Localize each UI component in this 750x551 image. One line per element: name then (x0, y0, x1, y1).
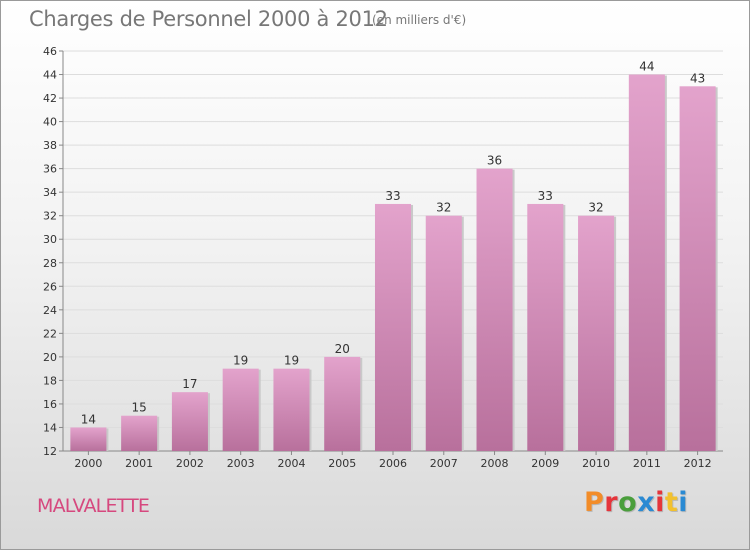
data-label: 17 (182, 377, 197, 391)
bar (121, 415, 158, 451)
x-tick-label: 2009 (531, 457, 559, 470)
y-tick-label: 34 (43, 186, 57, 199)
y-tick-label: 28 (43, 257, 57, 270)
x-tick-label: 2011 (633, 457, 661, 470)
logo-letter: i (655, 487, 665, 518)
bar (425, 215, 462, 451)
y-tick-label: 32 (43, 210, 57, 223)
y-tick-label: 24 (43, 304, 57, 317)
x-tick-label: 2006 (379, 457, 407, 470)
data-label: 32 (588, 201, 603, 215)
data-label: 33 (538, 189, 553, 203)
y-tick-label: 20 (43, 351, 57, 364)
bar (70, 427, 107, 451)
x-tick-label: 2007 (430, 457, 458, 470)
bars (70, 74, 718, 451)
chart-title: Charges de Personnel 2000 à 2012 (29, 7, 388, 31)
y-tick-label: 22 (43, 327, 57, 340)
bar (679, 86, 716, 451)
commune-name: MALVALETTE (37, 495, 150, 517)
proxiti-logo[interactable]: Proxiti (584, 487, 688, 518)
bar (374, 203, 412, 451)
y-tick-label: 26 (43, 280, 57, 293)
bar (628, 74, 665, 451)
logo-letter: x (637, 487, 656, 518)
logo-letter: r (604, 487, 619, 518)
bar (527, 203, 564, 451)
x-tick-label: 2008 (481, 457, 509, 470)
x-tick-label: 2012 (684, 457, 712, 470)
data-label: 32 (436, 201, 451, 215)
data-label: 33 (385, 189, 400, 203)
x-tick-label: 2005 (328, 457, 356, 470)
y-tick-label: 30 (43, 233, 57, 246)
data-label: 19 (284, 354, 299, 368)
data-label: 19 (233, 354, 248, 368)
y-tick-label: 42 (43, 92, 57, 105)
data-label: 44 (639, 60, 654, 74)
x-tick-label: 2002 (176, 457, 204, 470)
x-tick-label: 2004 (277, 457, 305, 470)
axes: 12 14 16 18 20 22 24 26 28 30 32 34 36 38 40 42 44 46 2000… (43, 45, 723, 470)
data-label: 14 (81, 412, 96, 426)
x-tick-label: 2001 (125, 457, 153, 470)
bar (324, 356, 361, 451)
y-tick-label: 46 (43, 45, 57, 58)
bar (476, 168, 513, 451)
data-label: 15 (132, 401, 147, 415)
data-labels: 14 15 17 19 19 20 33 32 36 33 32 44 43 (81, 60, 706, 427)
bar (578, 215, 615, 451)
y-tick-label: 36 (43, 163, 57, 176)
logo-letter: o (618, 487, 638, 518)
y-tick-label: 14 (43, 421, 57, 434)
logo-letter: t (664, 487, 679, 518)
x-tick-label: 2000 (74, 457, 102, 470)
y-tick-label: 44 (43, 69, 57, 82)
y-tick-label: 18 (43, 374, 57, 387)
bar (171, 392, 208, 451)
y-tick-label: 16 (43, 398, 57, 411)
data-label: 20 (335, 342, 350, 356)
data-label: 36 (487, 154, 502, 168)
logo-letter: i (678, 487, 689, 518)
y-tick-label: 12 (43, 445, 57, 458)
data-label: 43 (690, 71, 705, 85)
y-tick-label: 40 (43, 116, 57, 129)
x-tick-label: 2003 (227, 457, 255, 470)
logo-letter: P (584, 487, 605, 518)
y-tick-label: 38 (43, 139, 57, 152)
bar (273, 368, 310, 451)
chart-subtitle: (en milliers d'€) (372, 13, 467, 27)
bar (222, 368, 259, 451)
x-tick-label: 2010 (582, 457, 610, 470)
